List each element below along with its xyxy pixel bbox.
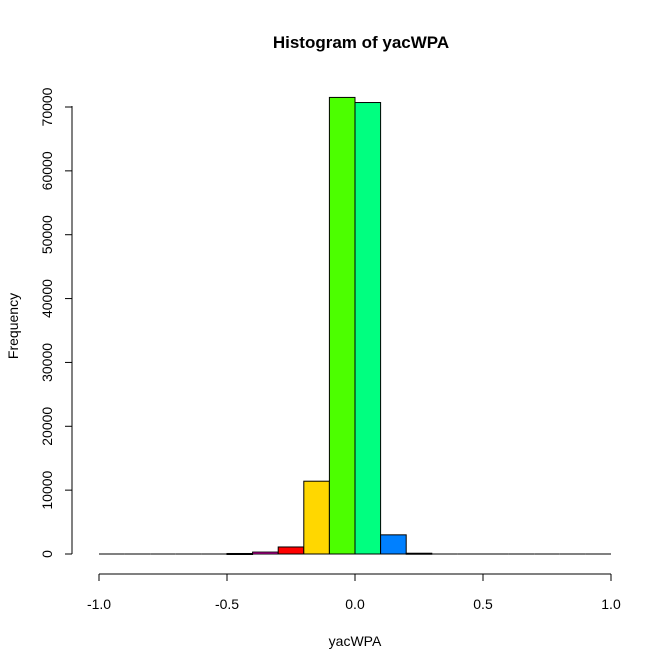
y-axis-label: Frequency	[5, 293, 21, 359]
histogram-bar-7	[277, 546, 305, 555]
x-axis: -1.0 -0.5 0.0 0.5 1.0	[87, 573, 621, 612]
histogram-bar-6	[252, 551, 279, 555]
y-tick-label-4: 40000	[39, 279, 55, 318]
x-axis-label: yacWPA	[329, 633, 382, 649]
y-tick-label-6: 60000	[39, 151, 55, 190]
y-tick-label-1: 10000	[39, 470, 55, 509]
x-tick-label-2: 0.0	[345, 596, 365, 612]
histogram-bar-10	[354, 102, 382, 555]
y-tick-label-2: 20000	[39, 407, 55, 446]
histogram-bar-5	[226, 552, 254, 555]
x-tick-label-4: 1.0	[601, 596, 621, 612]
histogram-bar-12	[405, 552, 433, 555]
histogram-bars	[99, 96, 611, 555]
x-tick-label-3: 0.5	[473, 596, 493, 612]
y-tick-label-5: 50000	[39, 215, 55, 254]
chart-title: Histogram of yacWPA	[273, 33, 449, 52]
histogram-bar-11	[380, 534, 407, 555]
x-tick-label-0: -1.0	[87, 596, 111, 612]
y-tick-label-3: 30000	[39, 343, 55, 382]
x-tick-label-1: -0.5	[215, 596, 239, 612]
y-axis: 0 10000 20000 30000 40000 50000 60000 70000	[39, 87, 73, 558]
y-tick-label-7: 70000	[39, 87, 55, 126]
histogram-bar-9	[328, 96, 356, 555]
histogram-bar-8	[303, 480, 330, 555]
y-tick-label-0: 0	[39, 550, 55, 558]
